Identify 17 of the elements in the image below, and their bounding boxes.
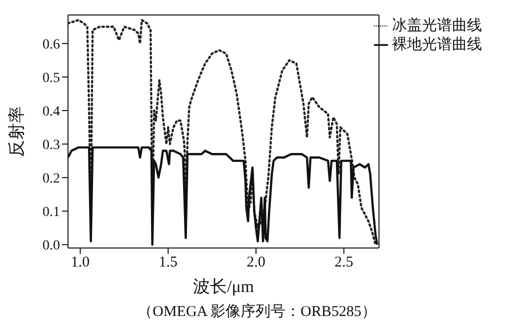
x-tick-label: 1.5 (158, 254, 178, 271)
x-tick-label: 2.5 (334, 254, 354, 271)
y-tick-label: 0.1 (42, 205, 60, 220)
text: （OMEGA 影像序列号：ORB5285） (136, 302, 378, 321)
y-tick-label: 0.3 (42, 138, 60, 154)
y-tick-label: 0.4 (42, 104, 60, 120)
x-tick-label: 1.0 (70, 254, 90, 271)
y-tick-label: 0.2 (42, 172, 60, 187)
y-axis-title: 反射率 (7, 106, 26, 157)
line-series (68, 18, 377, 246)
y-tick-label: 0.5 (42, 70, 60, 86)
x-tick-label: 2.0 (246, 254, 266, 271)
x-axis-title: 波长/μm (192, 277, 254, 296)
legend-label: 冰盖光谱曲线 (392, 18, 482, 34)
legend-label: 裸地光谱曲线 (392, 37, 482, 53)
y-tick-label: 0.0 (42, 238, 60, 254)
y-tick-label: 0.6 (42, 37, 60, 52)
